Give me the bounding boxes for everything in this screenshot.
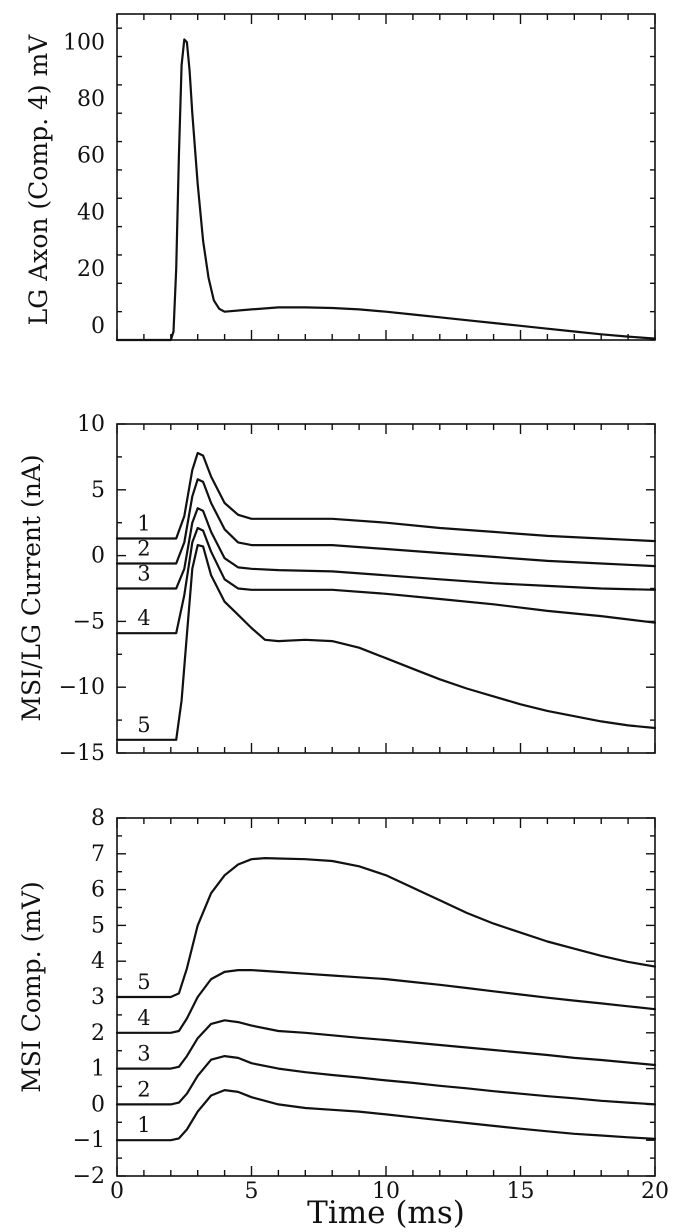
y-tick-label: 10	[77, 412, 105, 437]
panel-1-y-axis-title: LG Axon (Comp. 4) mV	[24, 34, 53, 326]
y-tick-label: −10	[59, 675, 105, 700]
y-tick-label: 6	[91, 878, 105, 903]
trace-label-1: 1	[137, 511, 150, 535]
trace-label-2: 2	[137, 1077, 150, 1101]
trace-label-3: 3	[137, 562, 150, 586]
trace-series-1	[115, 38, 657, 342]
y-tick-label: 5	[91, 913, 105, 938]
x-tick-label: 5	[245, 1179, 259, 1204]
panel-2-frame	[116, 423, 656, 754]
y-tick-label: −1	[73, 1128, 105, 1153]
y-tick-label: 4	[91, 949, 105, 974]
trace-label-5: 5	[137, 713, 150, 737]
trace-series-4	[115, 969, 657, 1034]
y-tick-label: 100	[63, 30, 105, 55]
y-tick-label: −15	[59, 741, 105, 766]
trace-label-4: 4	[137, 1006, 150, 1030]
trace-series-1	[115, 1089, 657, 1142]
y-tick-label: 8	[91, 806, 105, 831]
x-tick-label: 15	[507, 1179, 535, 1204]
y-tick-label: 40	[77, 200, 105, 225]
trace-series-2	[115, 1055, 657, 1106]
trace-label-4: 4	[137, 606, 150, 630]
trace-series-3	[115, 507, 657, 591]
trace-series-5	[115, 544, 657, 741]
trace-series-3	[115, 1019, 657, 1070]
y-tick-label: 0	[91, 1092, 105, 1117]
panel-3-y-axis-title: MSI Comp. (mV)	[17, 881, 46, 1093]
trace-series-4	[115, 526, 657, 635]
y-tick-label: 3	[91, 985, 105, 1010]
x-tick-label: 10	[372, 1179, 400, 1204]
y-tick-label: −2	[73, 1164, 105, 1189]
x-tick-label: 20	[641, 1179, 669, 1204]
trace-label-2: 2	[137, 536, 150, 560]
trace-label-5: 5	[137, 970, 150, 994]
trace-label-1: 1	[137, 1113, 150, 1137]
y-tick-label: 1	[91, 1057, 105, 1082]
y-tick-label: 0	[91, 314, 105, 339]
y-tick-label: 5	[91, 478, 105, 503]
y-tick-label: 7	[91, 842, 105, 867]
panel-msi-lg-current: −15 −10 −5 0 5 10 123 4 5 MSI/LG Current (nA)	[17, 412, 657, 766]
x-axis-title: Time (ms)	[307, 1195, 465, 1231]
trace-series-1	[115, 451, 657, 543]
y-tick-label: 2	[91, 1021, 105, 1046]
panel-lg-axon-voltage: 0 20 40 60 80 100 LG Axon (Comp. 4) mV	[24, 13, 657, 342]
trace-series-5	[115, 857, 657, 999]
trace-label-3: 3	[137, 1042, 150, 1066]
panel-2-y-axis-title: MSI/LG Current (nA)	[17, 454, 46, 721]
y-tick-label: 20	[77, 257, 105, 282]
y-tick-label: 80	[77, 87, 105, 112]
y-tick-label: 60	[77, 144, 105, 169]
y-tick-label: −5	[73, 609, 105, 634]
panel-msi-comp-voltage: −2 −1 0 1 2 3 4 5 6 7 8 0 5 10 15 20 1 2 3 4 5 MSI Comp. (m…	[17, 806, 669, 1231]
trace-series-2	[115, 478, 657, 568]
x-tick-label: 0	[110, 1179, 124, 1204]
y-tick-label: 0	[91, 544, 105, 569]
